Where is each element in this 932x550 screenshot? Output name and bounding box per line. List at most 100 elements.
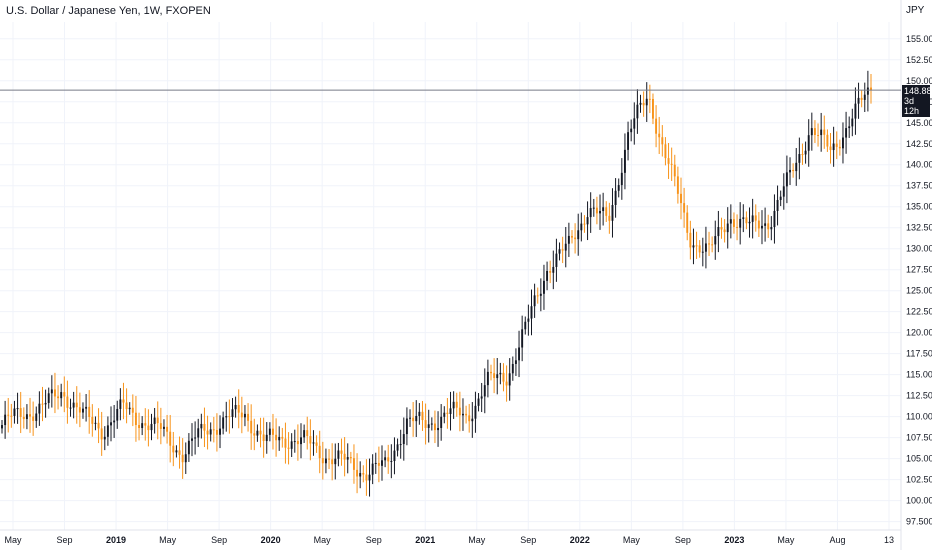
candle-body [636,104,639,119]
candle-body [854,103,857,119]
candle-body [178,450,181,455]
candle-body [418,411,421,416]
candle-body [462,413,464,416]
candle-body [359,473,362,477]
candle-body [546,270,549,281]
candle-body [209,429,212,435]
candle-body [567,235,570,244]
candle-body [275,434,278,441]
candle-body [493,373,496,379]
candle-body [652,98,654,119]
x-tick-label: 13 [884,535,894,545]
candle-body [225,416,228,418]
candle-body [409,417,411,419]
candle-body [38,403,41,414]
candle-body [586,217,589,225]
candle-body [159,423,162,429]
candle-body [870,87,872,91]
y-tick-label: 152.500 [906,55,932,65]
candle-body [94,422,97,424]
x-tick-label: May [159,535,177,545]
y-tick-label: 135.000 [906,202,932,212]
candle-body [324,458,327,464]
x-tick-label: May [623,535,641,545]
candle-body [106,425,109,437]
candle-body [732,219,735,227]
candle-body [851,118,854,127]
candle-body [131,407,134,413]
candle-body [480,396,483,399]
candle-body [318,445,321,459]
candle-body [599,211,601,214]
candle-body [602,207,605,212]
candle-body [798,154,801,163]
candle-body [536,295,539,297]
candle-body [698,245,701,253]
candle-body [381,460,383,466]
candle-body [823,129,826,135]
candle-body [219,428,221,435]
last-price-value: 148.889 [904,86,932,97]
candle-body [739,218,742,228]
candle-body [558,249,561,254]
candle-body [321,458,324,464]
candle-body [362,473,365,475]
candle-body [343,453,346,460]
candle-body [751,215,754,222]
candle-body [592,207,595,209]
candle-body [477,398,480,406]
candle-body [620,172,623,186]
candle-body [278,436,281,441]
candle-body [474,405,477,419]
candle-body [268,428,271,435]
y-tick-label: 100.000 [906,496,932,506]
candle-body [686,212,689,233]
candle-body [396,444,399,451]
y-tick-label: 97.500 [906,517,932,527]
candle-body [627,132,630,150]
candle-body [281,436,284,439]
y-tick-label: 125.000 [906,286,932,296]
candle-body [689,232,692,248]
candle-body [390,461,393,463]
candle-body [356,469,359,477]
candle-body [524,321,527,330]
candle-body [533,295,536,307]
candle-body [399,444,402,446]
candle-body [430,423,433,425]
candle-body [695,245,698,247]
candle-body [60,392,63,399]
candle-body [595,207,598,214]
candle-body [116,408,119,421]
candle-body [334,458,337,465]
candle-body [427,424,430,428]
bar-countdown: 3d 12h [904,96,920,117]
candle-body [667,158,670,164]
candle-body [729,219,732,224]
candle-body [69,407,72,409]
candle-body [113,420,116,423]
x-tick-label: Sep [520,535,536,545]
candle-body [720,226,723,230]
candle-body [580,223,583,231]
candle-body [412,417,415,422]
candle-body [848,126,851,129]
candle-body [72,402,75,408]
candle-body [365,474,368,481]
candle-body [150,423,153,431]
candle-body [761,225,763,229]
candle-body [405,418,408,435]
candle-body [315,442,318,446]
candle-body [661,137,664,145]
candle-body [352,458,355,470]
candle-body [483,385,486,397]
candle-body [701,251,704,253]
candle-body [723,229,726,233]
candle-body [577,230,580,240]
candle-body [53,389,56,397]
candle-body [141,423,144,429]
y-tick-label: 155.000 [906,34,932,44]
candle-body [44,402,47,405]
candle-body [437,427,440,431]
